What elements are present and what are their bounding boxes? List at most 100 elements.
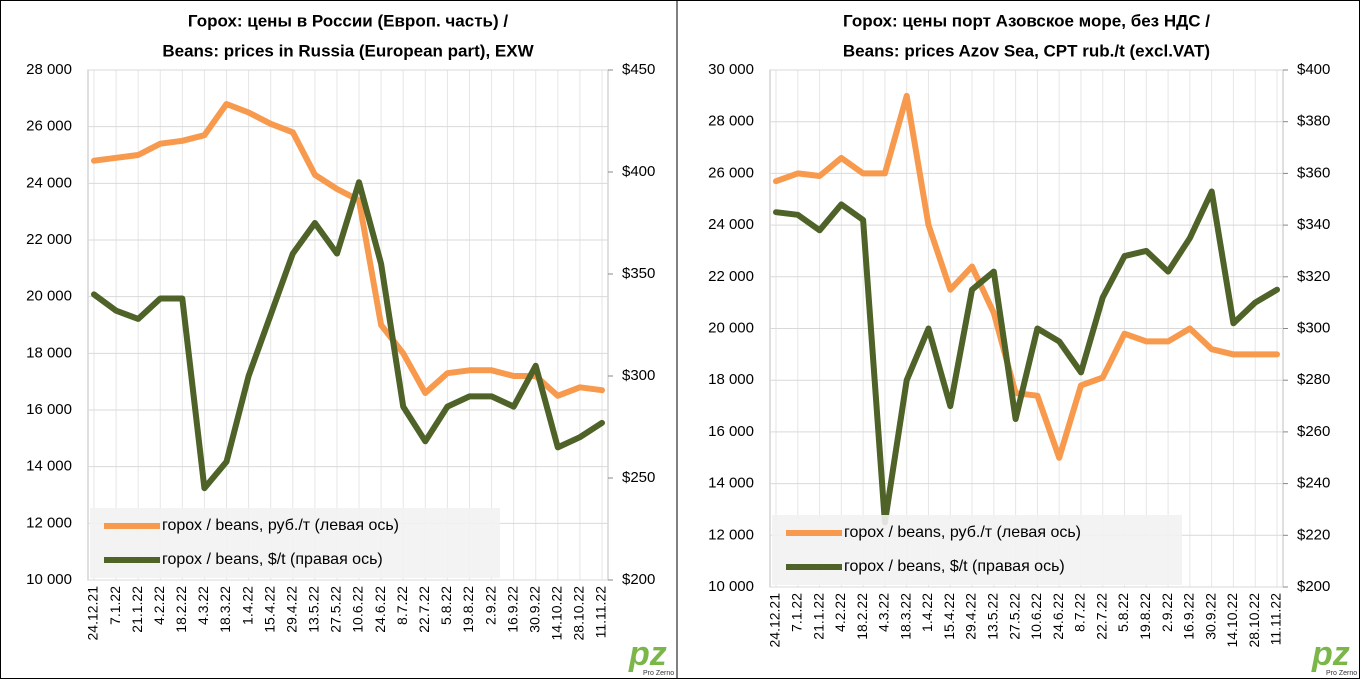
x-tick-label: 13.5.22 <box>985 593 1001 640</box>
x-tick-label: 2.9.22 <box>482 586 498 625</box>
y-tick-label: 18 000 <box>708 371 754 388</box>
y2-tick-label: $280 <box>1297 371 1330 388</box>
legend-box <box>90 508 500 578</box>
x-tick-label: 18.2.22 <box>854 593 870 640</box>
y2-tick-label: $350 <box>622 265 655 282</box>
y2-tick-label: $320 <box>1297 268 1330 285</box>
y2-tick-label: $400 <box>622 163 655 180</box>
x-tick-label: 21.1.22 <box>810 593 826 640</box>
x-tick-label: 24.12.21 <box>85 586 101 641</box>
y-tick-label: 10 000 <box>26 571 72 588</box>
chart-title: Beans: prices Azov Sea, CPT rub./t (excl… <box>843 41 1210 60</box>
x-tick-label: 24.6.22 <box>372 586 388 633</box>
x-tick-label: 29.4.22 <box>963 593 979 640</box>
x-tick-label: 22.7.22 <box>416 586 432 633</box>
y-tick-label: 30 000 <box>708 61 754 78</box>
y-tick-label: 22 000 <box>26 231 72 248</box>
x-tick-label: 4.3.22 <box>195 586 211 625</box>
x-tick-label: 13.5.22 <box>306 586 322 633</box>
x-tick-label: 10.6.22 <box>1028 593 1044 640</box>
x-tick-label: 30.9.22 <box>526 586 542 633</box>
y-tick-label: 12 000 <box>708 526 754 543</box>
x-tick-label: 7.1.22 <box>107 586 123 625</box>
x-tick-label: 4.3.22 <box>876 593 892 632</box>
y-tick-label: 26 000 <box>26 118 72 135</box>
x-tick-label: 11.11.22 <box>1268 593 1284 646</box>
x-tick-label: 7.1.22 <box>788 593 804 632</box>
x-tick-label: 22.7.22 <box>1093 593 1109 640</box>
logo-text: Pro Zerno <box>643 670 674 677</box>
x-tick-label: 1.4.22 <box>239 586 255 625</box>
y2-tick-label: $400 <box>1297 61 1330 78</box>
x-tick-label: 1.4.22 <box>919 593 935 632</box>
x-tick-label: 8.7.22 <box>394 586 410 625</box>
logo: pz <box>1311 635 1350 673</box>
y-tick-label: 24 000 <box>708 216 754 233</box>
y2-tick-label: $300 <box>1297 319 1330 336</box>
y-tick-label: 18 000 <box>26 344 72 361</box>
series-line <box>773 188 1280 526</box>
chart-title: Горох: цены в России (Европ. часть) / <box>188 11 508 30</box>
legend-label: горох / beans, руб./т (левая ось) <box>844 524 1081 541</box>
x-tick-label: 18.3.22 <box>217 586 233 633</box>
x-tick-label: 10.6.22 <box>350 586 366 633</box>
x-tick-label: 8.7.22 <box>1072 593 1088 632</box>
x-tick-label: 30.9.22 <box>1202 593 1218 640</box>
x-tick-label: 18.3.22 <box>897 593 913 640</box>
y-tick-label: 12 000 <box>26 514 72 531</box>
x-tick-label: 19.8.22 <box>1137 593 1153 640</box>
plot-area <box>87 69 609 581</box>
series-line <box>91 179 605 492</box>
x-tick-label: 5.8.22 <box>438 586 454 625</box>
x-tick-label: 16.9.22 <box>1181 593 1197 640</box>
logo: pz <box>628 635 667 673</box>
y-tick-label: 22 000 <box>708 268 754 285</box>
y-tick-label: 14 000 <box>708 475 754 492</box>
x-tick-label: 4.2.22 <box>151 586 167 625</box>
x-tick-label: 28.10.22 <box>1246 593 1262 648</box>
x-tick-label: 14.10.22 <box>1224 593 1240 648</box>
x-tick-label: 5.8.22 <box>1115 593 1131 632</box>
logo-text: Pro Zerno <box>1326 670 1357 677</box>
x-tick-label: 14.10.22 <box>549 586 565 641</box>
y-tick-label: 28 000 <box>26 61 72 78</box>
series-line <box>773 92 1280 461</box>
y2-tick-label: $360 <box>1297 164 1330 181</box>
y-tick-label: 24 000 <box>26 174 72 191</box>
x-tick-label: 28.10.22 <box>571 586 587 641</box>
legend-label: горох / beans, $/t (правая ось) <box>162 551 383 568</box>
y-tick-label: 16 000 <box>26 401 72 418</box>
y-tick-label: 16 000 <box>708 423 754 440</box>
y2-tick-label: $200 <box>1297 578 1330 595</box>
y2-tick-label: $260 <box>1297 423 1330 440</box>
legend-label: горох / beans, $/t (правая ось) <box>844 558 1065 575</box>
y2-tick-label: $250 <box>622 469 655 486</box>
y2-tick-label: $450 <box>622 61 655 78</box>
series-line <box>91 101 605 399</box>
x-tick-label: 27.5.22 <box>1006 593 1022 640</box>
y2-tick-label: $340 <box>1297 216 1330 233</box>
y-tick-label: 10 000 <box>708 578 754 595</box>
x-tick-label: 21.1.22 <box>129 586 145 633</box>
x-tick-label: 18.2.22 <box>173 586 189 633</box>
legend-box <box>772 515 1182 585</box>
legend-label: горох / beans, руб./т (левая ось) <box>162 517 399 534</box>
y-tick-label: 26 000 <box>708 164 754 181</box>
y2-tick-label: $200 <box>622 571 655 588</box>
x-tick-label: 24.6.22 <box>1050 593 1066 640</box>
x-tick-label: 29.4.22 <box>283 586 299 633</box>
chart-title: Горох: цены порт Азовское море, без НДС … <box>843 11 1210 30</box>
y2-tick-label: $240 <box>1297 475 1330 492</box>
y-tick-label: 20 000 <box>26 288 72 305</box>
x-tick-label: 15.4.22 <box>261 586 277 633</box>
y2-tick-label: $380 <box>1297 113 1330 130</box>
x-tick-label: 11.11.22 <box>593 586 609 639</box>
y2-tick-label: $220 <box>1297 526 1330 543</box>
chart-title: Beans: prices in Russia (European part),… <box>162 41 534 60</box>
y-tick-label: 20 000 <box>708 319 754 336</box>
x-tick-label: 16.9.22 <box>504 586 520 633</box>
x-tick-label: 2.9.22 <box>1159 593 1175 632</box>
y2-tick-label: $300 <box>622 367 655 384</box>
y-tick-label: 14 000 <box>26 458 72 475</box>
